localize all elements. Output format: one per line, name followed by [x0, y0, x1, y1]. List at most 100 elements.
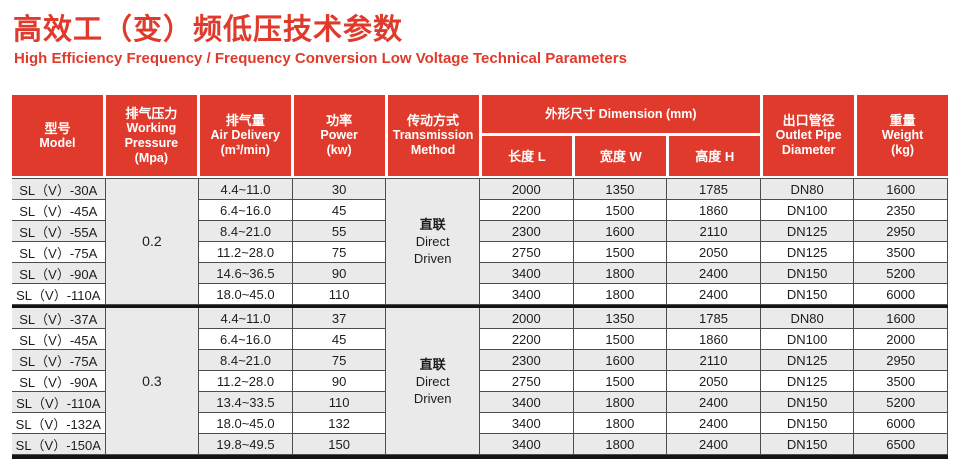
header-weight-en: Weight	[881, 128, 924, 142]
header-power-zh: 功率	[326, 113, 353, 128]
cell-model: SL（V）-90A	[12, 371, 106, 392]
cell-length: 3400	[479, 392, 574, 413]
cell-width: 1800	[573, 263, 668, 284]
cell-power: 75	[292, 350, 387, 371]
cell-outlet_pipe: DN150	[760, 413, 855, 434]
cell-length: 2000	[479, 179, 574, 200]
header-height-label: 高度 H	[695, 148, 735, 164]
cell-weight: 6000	[854, 284, 948, 305]
cell-length: 3400	[479, 434, 574, 455]
cell-weight: 2350	[854, 200, 948, 221]
cell-air_delivery: 11.2~28.0	[199, 371, 293, 392]
cell-height: 1785	[667, 308, 761, 329]
cell-height: 2110	[667, 350, 761, 371]
cell-air_delivery: 4.4~11.0	[199, 308, 293, 329]
header-transmission-en2: Method	[410, 143, 456, 157]
header-power: 功率 Power (kw)	[293, 95, 385, 176]
header-transmission-en1: Transmission	[392, 128, 474, 142]
cell-model: SL（V）-75A	[12, 242, 106, 263]
cell-air_delivery: 6.4~16.0	[199, 329, 293, 350]
parameters-table: 型号 Model 排气压力 Working Pressure (Mpa) 排气量…	[12, 95, 948, 459]
cell-length: 2750	[479, 242, 574, 263]
cell-width: 1800	[573, 284, 668, 305]
cell-length: 2200	[479, 329, 574, 350]
cell-width: 1600	[573, 350, 668, 371]
cell-model: SL（V）-55A	[12, 221, 106, 242]
cell-width: 1500	[573, 371, 668, 392]
cell-weight: 5200	[854, 263, 948, 284]
cell-power: 45	[292, 200, 387, 221]
header-outlet-pipe: 出口管径 Outlet Pipe Diameter	[763, 95, 855, 176]
transmission-line: Direct	[415, 373, 450, 389]
header-weight: 重量 Weight (kg)	[857, 95, 948, 176]
header-working-pressure: 排气压力 Working Pressure (Mpa)	[105, 95, 197, 176]
cell-weight: 3500	[854, 371, 948, 392]
cell-height: 2400	[667, 284, 761, 305]
cell-length: 3400	[479, 413, 574, 434]
transmission-line: 直联	[419, 217, 446, 232]
header-height: 高度 H	[669, 136, 761, 176]
header-pressure-zh: 排气压力	[125, 105, 178, 121]
cell-model: SL（V）-45A	[12, 329, 106, 350]
header-model-zh: 型号	[44, 120, 71, 136]
cell-outlet_pipe: DN100	[760, 200, 855, 221]
header-transmission-zh: 传动方式	[407, 113, 460, 128]
cell-weight: 2950	[854, 221, 948, 242]
header-outlet-en1: Outlet Pipe	[775, 128, 842, 142]
transmission-line: 直联	[419, 356, 446, 372]
cell-outlet_pipe: DN80	[760, 179, 855, 200]
transmission-line: Driven	[413, 251, 452, 266]
cell-power: 90	[292, 263, 387, 284]
header-outlet-zh: 出口管径	[782, 113, 835, 128]
cell-outlet_pipe: DN150	[760, 263, 855, 284]
cell-air_delivery: 11.2~28.0	[199, 242, 293, 263]
cell-model: SL（V）-150A	[12, 434, 106, 455]
cell-model: SL（V）-110A	[12, 284, 106, 305]
cell-height: 2050	[667, 371, 761, 392]
transmission-line: Driven	[413, 390, 452, 406]
header-air-en: Air Delivery	[210, 128, 280, 142]
cell-power: 150	[292, 434, 387, 455]
cell-height: 1860	[667, 200, 761, 221]
cell-air_delivery: 6.4~16.0	[199, 200, 293, 221]
cell-outlet_pipe: DN100	[760, 329, 855, 350]
transmission-line: Direct	[415, 234, 450, 249]
cell-weight: 1600	[854, 179, 948, 200]
cell-weight: 6000	[854, 413, 948, 434]
cell-height: 2050	[667, 242, 761, 263]
cell-transmission-method: 直联 Direct Driven	[386, 308, 480, 455]
header-width: 宽度 W	[575, 136, 667, 176]
cell-power: 110	[292, 284, 387, 305]
cell-air_delivery: 14.6~36.5	[199, 263, 293, 284]
cell-outlet_pipe: DN150	[760, 284, 855, 305]
cell-height: 1860	[667, 329, 761, 350]
cell-model: SL（V）-45A	[12, 200, 106, 221]
header-outlet-en2: Diameter	[781, 143, 836, 157]
header-length-label: 长度 L	[508, 148, 546, 164]
cell-outlet_pipe: DN80	[760, 308, 855, 329]
cell-width: 1350	[573, 179, 668, 200]
cell-height: 1785	[667, 179, 761, 200]
cell-air_delivery: 4.4~11.0	[199, 179, 293, 200]
cell-air_delivery: 18.0~45.0	[199, 413, 293, 434]
cell-height: 2400	[667, 263, 761, 284]
cell-height: 2400	[667, 392, 761, 413]
header-model: 型号 Model	[12, 95, 103, 176]
cell-air_delivery: 18.0~45.0	[199, 284, 293, 305]
cell-width: 1500	[573, 242, 668, 263]
header-dimension-label: 外形尺寸 Dimension (mm)	[545, 106, 697, 121]
cell-weight: 5200	[854, 392, 948, 413]
cell-width: 1350	[573, 308, 668, 329]
cell-model: SL（V）-90A	[12, 263, 106, 284]
cell-weight: 1600	[854, 308, 948, 329]
header-air-zh: 排气量	[225, 113, 265, 128]
cell-air_delivery: 19.8~49.5	[199, 434, 293, 455]
cell-outlet_pipe: DN125	[760, 242, 855, 263]
cell-transmission-method: 直联 Direct Driven	[386, 179, 480, 305]
header-power-en: Power	[320, 128, 358, 142]
cell-power: 45	[292, 329, 387, 350]
cell-width: 1600	[573, 221, 668, 242]
cell-outlet_pipe: DN125	[760, 221, 855, 242]
cell-outlet_pipe: DN125	[760, 371, 855, 392]
cell-model: SL（V）-110A	[12, 392, 106, 413]
